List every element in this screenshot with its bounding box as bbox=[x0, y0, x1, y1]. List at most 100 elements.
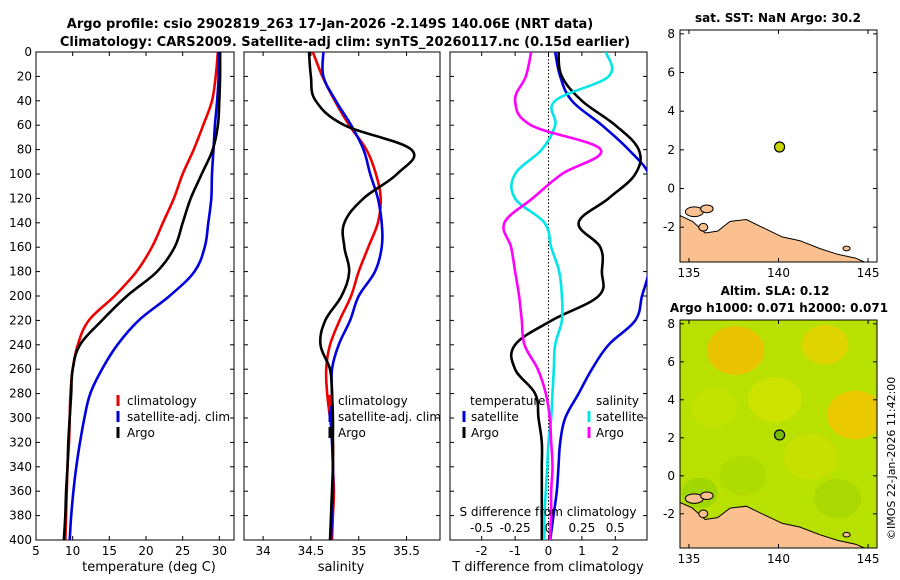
map-y-tick-label: 2 bbox=[667, 431, 675, 445]
series-line-satellite-adj-clim bbox=[68, 52, 221, 540]
land-island bbox=[700, 204, 714, 214]
temperature-legend: climatology satellite-adj. clim Argo bbox=[116, 394, 230, 440]
diff-xlabel: T difference from climatology bbox=[451, 560, 644, 575]
header-line-1: Argo profile: csio 2902819_263 17-Jan-20… bbox=[67, 17, 593, 32]
map-y-tick-label: 6 bbox=[667, 66, 675, 80]
s-tick-label: 0 bbox=[545, 521, 553, 535]
x-tick-label: 25 bbox=[175, 544, 190, 558]
x-tick-label: 15 bbox=[102, 544, 117, 558]
x-tick-label: 5 bbox=[32, 544, 40, 558]
sla-map-title: Altim. SLA: 0.12 bbox=[721, 284, 830, 298]
depth-tick-label: 60 bbox=[17, 118, 32, 132]
map-x-tick-label: 140 bbox=[767, 552, 790, 566]
salinity-xlabel: salinity bbox=[318, 560, 365, 575]
depth-tick-label: 200 bbox=[9, 289, 32, 303]
sla-anomaly-blob bbox=[748, 377, 802, 423]
map-y-tick-label: 8 bbox=[667, 27, 675, 41]
depth-tick-label: 100 bbox=[9, 167, 32, 181]
sla-map-panel: 135 140 145 8 6 4 2 0 -2 bbox=[663, 317, 880, 566]
s-tick-label: 0.5 bbox=[606, 521, 625, 535]
sla-map-subtitle: Argo h1000: 0.071 h2000: 0.071 bbox=[670, 301, 888, 315]
depth-tick-label: 180 bbox=[9, 265, 32, 279]
x-tick-label: 34 bbox=[255, 544, 270, 558]
map-y-tick-label: 6 bbox=[667, 355, 675, 369]
sla-anomaly-blob bbox=[690, 387, 738, 428]
depth-tick-label: 300 bbox=[9, 411, 32, 425]
sla-anomaly-blob bbox=[814, 478, 861, 519]
map-x-tick-label: 135 bbox=[678, 266, 701, 280]
legend-title-temperature: temperature bbox=[470, 394, 545, 408]
depth-tick-label: 120 bbox=[9, 191, 32, 205]
map-y-tick-label: 4 bbox=[667, 104, 675, 118]
map-y-tick-label: 4 bbox=[667, 393, 675, 407]
x-tick-label: 10 bbox=[65, 544, 80, 558]
salinity-legend: climatology satellite-adj. clim Argo bbox=[328, 394, 441, 440]
depth-tick-label: 340 bbox=[9, 460, 32, 474]
depth-tick-label: 0 bbox=[24, 45, 32, 59]
depth-tick-label: 280 bbox=[9, 387, 32, 401]
map-y-tick-label: 2 bbox=[667, 143, 675, 157]
depth-tick-label: 360 bbox=[9, 484, 32, 498]
sst-map-panel: 135 140 145 8 6 4 2 0 -2 bbox=[663, 27, 879, 280]
x-tick-label: -2 bbox=[476, 544, 488, 558]
argo-position-marker bbox=[773, 141, 786, 153]
map-y-tick-label: 8 bbox=[667, 317, 675, 331]
x-tick-label: 34.5 bbox=[298, 544, 325, 558]
map-y-tick-label: 0 bbox=[667, 182, 675, 196]
series-line-salinity-argo bbox=[502, 52, 603, 540]
series-line-argo bbox=[62, 52, 222, 540]
map-x-tick-label: 145 bbox=[857, 266, 880, 280]
map-y-tick-label: 0 bbox=[667, 469, 675, 483]
x-tick-label: 35 bbox=[351, 544, 366, 558]
credit-text: ©IMOS 22-Jan-2026 11:42:00 bbox=[885, 377, 898, 540]
legend-label-t-argo: Argo bbox=[471, 426, 499, 440]
difference-panel: -2 -1 0 1 2 -0.5 -0.25 0 0.25 0.5 bbox=[449, 51, 648, 558]
depth-tick-label: 320 bbox=[9, 435, 32, 449]
x-tick-label: 2 bbox=[611, 544, 619, 558]
x-tick-label: 35.5 bbox=[393, 544, 420, 558]
land-island bbox=[698, 509, 709, 519]
depth-tick-label: 240 bbox=[9, 338, 32, 352]
map-content bbox=[680, 30, 877, 262]
legend-title-salinity: salinity bbox=[596, 394, 639, 408]
depth-tick-label: 80 bbox=[17, 143, 32, 157]
x-tick-label: 0 bbox=[545, 544, 553, 558]
legend-label-climatology: climatology bbox=[338, 394, 408, 408]
map-x-tick-label: 140 bbox=[767, 266, 790, 280]
legend-label-climatology: climatology bbox=[127, 394, 197, 408]
land-island bbox=[842, 245, 851, 252]
s-tick-label: -0.5 bbox=[470, 521, 493, 535]
argo-position-marker bbox=[773, 429, 786, 441]
legend-label-s-satellite: satellite bbox=[596, 410, 644, 424]
s-tick-label: -0.25 bbox=[500, 521, 531, 535]
x-tick-label: 20 bbox=[138, 544, 153, 558]
depth-tick-label: 380 bbox=[9, 509, 32, 523]
legend-label-s-argo: Argo bbox=[596, 426, 624, 440]
land-island bbox=[698, 222, 709, 232]
map-x-tick-label: 145 bbox=[857, 552, 880, 566]
land-island bbox=[842, 531, 851, 538]
sla-anomaly-blob bbox=[681, 477, 718, 509]
x-tick-label: -1 bbox=[509, 544, 521, 558]
sla-anomaly-blob bbox=[706, 326, 765, 375]
land-new-guinea bbox=[680, 215, 866, 262]
legend-label-argo: Argo bbox=[127, 426, 155, 440]
series-line-climatology bbox=[64, 52, 220, 540]
legend-label-satellite: satellite-adj. clim bbox=[338, 410, 441, 424]
depth-tick-label: 400 bbox=[9, 533, 32, 547]
difference-legend: temperature satellite Argo salinity sate… bbox=[462, 394, 644, 440]
header-line-2: Climatology: CARS2009. Satellite-adj cli… bbox=[60, 35, 630, 50]
x-tick-label: 1 bbox=[578, 544, 586, 558]
series-line-temperature-satellite bbox=[548, 52, 647, 540]
depth-tick-label: 40 bbox=[17, 94, 32, 108]
land-island bbox=[700, 491, 714, 501]
map-x-tick-label: 135 bbox=[678, 552, 701, 566]
sla-anomaly-blob bbox=[801, 324, 849, 365]
land-new-guinea bbox=[680, 501, 866, 548]
s-tick-label: 0.25 bbox=[569, 521, 596, 535]
map-y-tick-label: -2 bbox=[663, 507, 675, 521]
legend-label-argo: Argo bbox=[338, 426, 366, 440]
map-content bbox=[680, 320, 877, 548]
map-y-tick-label: -2 bbox=[663, 220, 675, 234]
sla-anomaly-blob bbox=[826, 390, 877, 440]
